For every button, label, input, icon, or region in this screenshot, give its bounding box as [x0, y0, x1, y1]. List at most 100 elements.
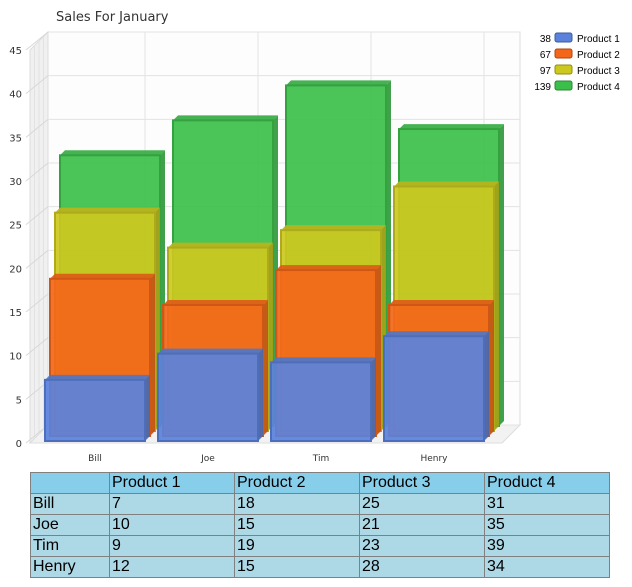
- x-tick-label: Bill: [88, 454, 102, 464]
- y-tick-label: 10: [9, 352, 22, 363]
- tick-line: [25, 337, 49, 357]
- bar-top: [173, 115, 278, 121]
- y-tick-label: 40: [9, 90, 22, 101]
- bar-side: [489, 300, 494, 436]
- legend-label: Product 3: [577, 66, 620, 77]
- legend-swatch: [554, 64, 573, 75]
- bar-top: [399, 124, 504, 130]
- header-cell: Product 1: [109, 472, 235, 494]
- table-cell: 10: [109, 514, 235, 536]
- x-tick-label: Joe: [200, 454, 215, 464]
- table-row: Henry 12 15 28 34: [30, 556, 610, 578]
- bar-top: [271, 357, 376, 363]
- bar-product-1-tim: [270, 357, 376, 442]
- table-cell: 21: [359, 514, 485, 536]
- row-label: Joe: [30, 514, 110, 536]
- bar-side: [376, 265, 381, 436]
- header-cell: Product 4: [484, 472, 610, 494]
- bar-face: [383, 335, 485, 443]
- bar-side: [371, 357, 376, 441]
- tick-line: [25, 75, 49, 95]
- header-cell: Product 2: [234, 472, 360, 494]
- tick-line: [25, 162, 49, 182]
- table-cell: 31: [484, 493, 610, 515]
- table-cell: 34: [484, 556, 610, 578]
- row-label: Henry: [30, 556, 110, 578]
- chart-title: Sales For January: [56, 10, 169, 25]
- bar-side: [145, 374, 150, 441]
- bar-top: [50, 273, 155, 279]
- bar-top: [281, 225, 386, 231]
- sales-chart: Sales For January 0 5 10 15 20 25 30 35 40 45 Bill…: [9, 10, 620, 464]
- legend-total: 67: [540, 50, 552, 61]
- header-cell: [30, 472, 110, 494]
- row-label: Bill: [30, 493, 110, 515]
- tick-line: [25, 118, 49, 138]
- table-cell: 15: [234, 556, 360, 578]
- tick-line: [25, 206, 49, 226]
- bar-face: [157, 352, 259, 442]
- data-table: Product 1 Product 2 Product 3 Product 4 …: [30, 472, 610, 578]
- table-cell: 19: [234, 535, 360, 557]
- bar-top: [389, 300, 494, 305]
- legend-label: Product 2: [577, 50, 620, 61]
- table-row: Tim 9 19 23 39: [30, 535, 610, 557]
- bar-top: [45, 374, 150, 380]
- tick-line: [25, 31, 49, 51]
- bar-top: [168, 242, 273, 248]
- y-tick-label: 25: [9, 221, 22, 232]
- legend-swatch: [554, 80, 573, 91]
- table-cell: 12: [109, 556, 235, 578]
- legend-total: 139: [534, 82, 551, 93]
- bar-face: [270, 361, 372, 442]
- table-cell: 39: [484, 535, 610, 557]
- y-tick-label: 5: [16, 395, 22, 406]
- header-cell: Product 3: [359, 472, 485, 494]
- bar-product-1-bill: [44, 374, 150, 443]
- y-tick-label: 45: [9, 46, 22, 57]
- y-tick-label: 0: [16, 439, 22, 450]
- y-tick-label: 15: [9, 308, 22, 319]
- table-cell: 18: [234, 493, 360, 515]
- table-cell: 35: [484, 514, 610, 536]
- bar-face: [44, 378, 146, 443]
- x-tick-label: Tim: [312, 454, 330, 464]
- x-tick-label: Henry: [420, 454, 448, 464]
- bar-top: [384, 331, 489, 337]
- table-cell: 23: [359, 535, 485, 557]
- tick-line: [25, 249, 49, 269]
- bar-side: [258, 348, 263, 441]
- legend-label: Product 4: [577, 82, 620, 93]
- legend-swatch: [554, 48, 573, 59]
- bar-top: [163, 300, 268, 305]
- legend-total: 38: [540, 34, 552, 45]
- bar-top: [60, 150, 165, 156]
- table-row: Joe 10 15 21 35: [30, 514, 610, 536]
- table-cell: 15: [234, 514, 360, 536]
- bar-product-1-joe: [157, 348, 263, 442]
- bar-top: [55, 207, 160, 213]
- tick-line: [25, 293, 49, 313]
- table-cell: 28: [359, 556, 485, 578]
- table-header-row: Product 1 Product 2 Product 3 Product 4: [30, 472, 610, 494]
- legend-swatch: [554, 32, 573, 43]
- bar-top: [394, 181, 499, 187]
- bar-side: [494, 181, 499, 431]
- bar-top: [158, 348, 263, 354]
- bar-side: [263, 300, 268, 436]
- bar-product-1-henry: [383, 331, 489, 443]
- row-label: Tim: [30, 535, 110, 557]
- table-cell: 25: [359, 493, 485, 515]
- table-row: Bill 7 18 25 31: [30, 493, 610, 515]
- bar-side: [150, 273, 155, 436]
- bar-side: [484, 331, 489, 441]
- bar-top: [286, 80, 391, 86]
- bar-top: [276, 265, 381, 271]
- bar-side: [499, 124, 504, 427]
- y-tick-label: 30: [9, 177, 22, 188]
- y-tick-label: 20: [9, 264, 22, 275]
- legend-label: Product 1: [577, 34, 620, 45]
- y-tick-label: 35: [9, 133, 22, 144]
- table-cell: 7: [109, 493, 235, 515]
- table-cell: 9: [109, 535, 235, 557]
